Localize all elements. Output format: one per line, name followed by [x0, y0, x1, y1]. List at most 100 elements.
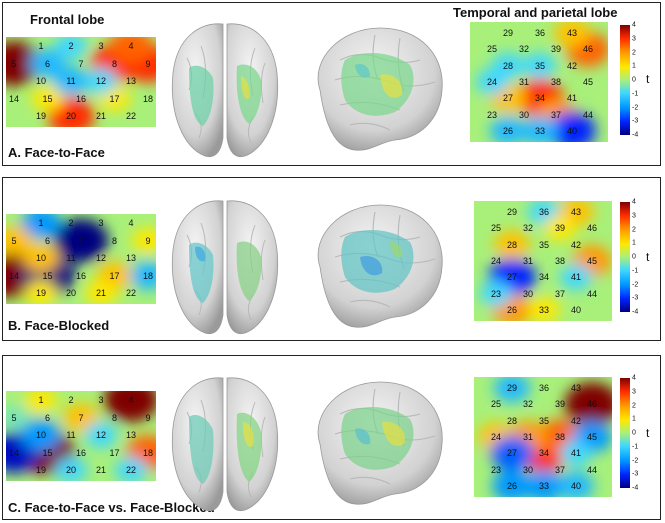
channel-label-5: 5 [11, 235, 17, 246]
colorbar-tick: -1 [632, 267, 639, 275]
temporal-parietal-header: Temporal and parietal lobe [453, 5, 618, 20]
channel-label-22: 22 [125, 465, 137, 475]
channel-label-26: 26 [506, 304, 518, 315]
channel-label-17: 17 [109, 447, 120, 458]
channel-label-5: 5 [11, 412, 17, 423]
channel-label-17: 17 [109, 93, 120, 104]
colorbar-tick: -1 [632, 443, 639, 451]
channel-label-32: 32 [522, 223, 534, 234]
channel-label-32: 32 [518, 44, 530, 55]
channel-label-34: 34 [538, 272, 550, 283]
activation-blob-ch33 [524, 469, 564, 497]
channel-label-39: 39 [554, 399, 566, 410]
activation-blob-ch6 [29, 49, 66, 78]
channel-label-33: 33 [534, 125, 546, 136]
channel-label-36: 36 [538, 383, 550, 393]
channel-label-46: 46 [586, 223, 598, 234]
brain-lateral-view-c [317, 381, 443, 505]
channel-label-9: 9 [145, 58, 151, 69]
channel-label-37: 37 [550, 109, 562, 120]
colorbar-b [620, 202, 630, 312]
brain-lateral-view-b [317, 204, 443, 328]
channel-label-44: 44 [582, 109, 594, 120]
channel-label-37: 37 [554, 288, 566, 299]
colorbar-label-b: t [646, 250, 650, 264]
channel-label-2: 2 [68, 41, 74, 51]
colorbar-tick: 3 [632, 212, 636, 220]
channel-label-24: 24 [490, 431, 502, 442]
channel-label-6: 6 [44, 58, 51, 69]
temporal-heatmap-b: 29 36 43 25 32 39 46 28 35 42 24 31 38 45 27 34 41 23 30 37… [474, 201, 612, 321]
temporal-heatmap-c: 29 36 43 25 32 39 46 28 35 42 24 31 38 45 27 34 41 23 30 37… [474, 377, 612, 497]
activation-blob-ch10 [21, 419, 61, 451]
colorbar-c [620, 378, 630, 488]
frontal-heatmap-a: 1 2 3 4 5 6 7 8 9 10 11 12 13 14 15 16 17 18 19 20 21 22 [6, 37, 156, 127]
activation-blob-ch33 [527, 296, 561, 321]
panel-b-label: B. Face-Blocked [8, 318, 110, 333]
activation-blob-ch46 [564, 382, 612, 427]
channel-label-34: 34 [538, 448, 550, 459]
activation-blob-ch33 [521, 116, 559, 142]
activation-blob-ch22 [114, 457, 148, 481]
channel-label-11: 11 [66, 430, 76, 440]
colorbar-label-c: t [646, 426, 650, 440]
channel-label-25: 25 [490, 399, 502, 410]
channel-label-26: 26 [506, 480, 518, 491]
channel-label-31: 31 [522, 255, 534, 266]
channel-label-13: 13 [125, 253, 137, 263]
channel-label-36: 36 [534, 28, 546, 38]
activation-blob-ch4 [109, 37, 153, 64]
heatmap-field [6, 37, 156, 127]
channel-label-14: 14 [8, 93, 20, 104]
channel-label-35: 35 [538, 239, 550, 250]
channel-label-27: 27 [506, 448, 518, 459]
channel-label-44: 44 [586, 288, 598, 299]
channel-label-19: 19 [35, 465, 47, 475]
activation-blob-ch2 [54, 37, 88, 59]
channel-label-25: 25 [490, 223, 502, 234]
activation-blob-ch26 [489, 116, 527, 142]
colorbar-tick: 0 [632, 429, 636, 437]
activation-blob-ch1 [21, 214, 61, 239]
channel-label-38: 38 [550, 76, 562, 87]
channel-label-14: 14 [8, 270, 20, 281]
activation-blob-ch39 [543, 215, 577, 242]
activation-blob-ch5 [6, 226, 33, 255]
activation-blob-ch24 [475, 68, 509, 95]
channel-label-23: 23 [490, 464, 502, 475]
channel-label-41: 41 [570, 448, 582, 459]
colorbar-tick: -3 [632, 117, 639, 125]
channel-label-12: 12 [95, 76, 107, 86]
colorbar-tick: -3 [632, 294, 639, 302]
colorbar-tick: 3 [632, 35, 636, 43]
channel-label-29: 29 [506, 383, 518, 393]
brain-front-view-a [171, 23, 279, 158]
frontal-heatmap-b: 1 2 3 4 5 6 7 8 9 10 11 12 13 14 15 16 17 18 19 20 21 22 [6, 214, 156, 304]
colorbar-tick: 1 [632, 239, 636, 247]
channel-label-18: 18 [142, 447, 154, 458]
channel-label-38: 38 [554, 255, 566, 266]
activation-blob-ch23 [479, 280, 513, 307]
channel-label-27: 27 [506, 272, 518, 283]
heatmap-field [474, 377, 612, 497]
channel-label-2: 2 [68, 395, 74, 405]
activation-blob-ch19 [24, 280, 58, 304]
channel-label-37: 37 [554, 464, 566, 475]
channel-label-39: 39 [554, 223, 566, 234]
colorbar-tick: -2 [632, 457, 639, 464]
channel-label-20: 20 [65, 111, 77, 121]
colorbar-tick: 3 [632, 388, 636, 396]
activation-blob-ch7 [62, 403, 100, 432]
channel-label-15: 15 [42, 270, 53, 281]
channel-label-24: 24 [490, 255, 502, 266]
channel-label-23: 23 [490, 288, 502, 299]
channel-label-42: 42 [566, 60, 578, 71]
activation-blob-ch5 [6, 406, 29, 429]
colorbar-tick: 4 [632, 21, 636, 29]
colorbar-tick: -1 [632, 90, 639, 98]
colorbar-tick: 4 [632, 374, 636, 382]
channel-label-25: 25 [486, 44, 498, 55]
activation-blob-ch4 [103, 391, 156, 422]
channel-label-18: 18 [142, 93, 154, 104]
colorbar-tick: 4 [632, 198, 636, 206]
